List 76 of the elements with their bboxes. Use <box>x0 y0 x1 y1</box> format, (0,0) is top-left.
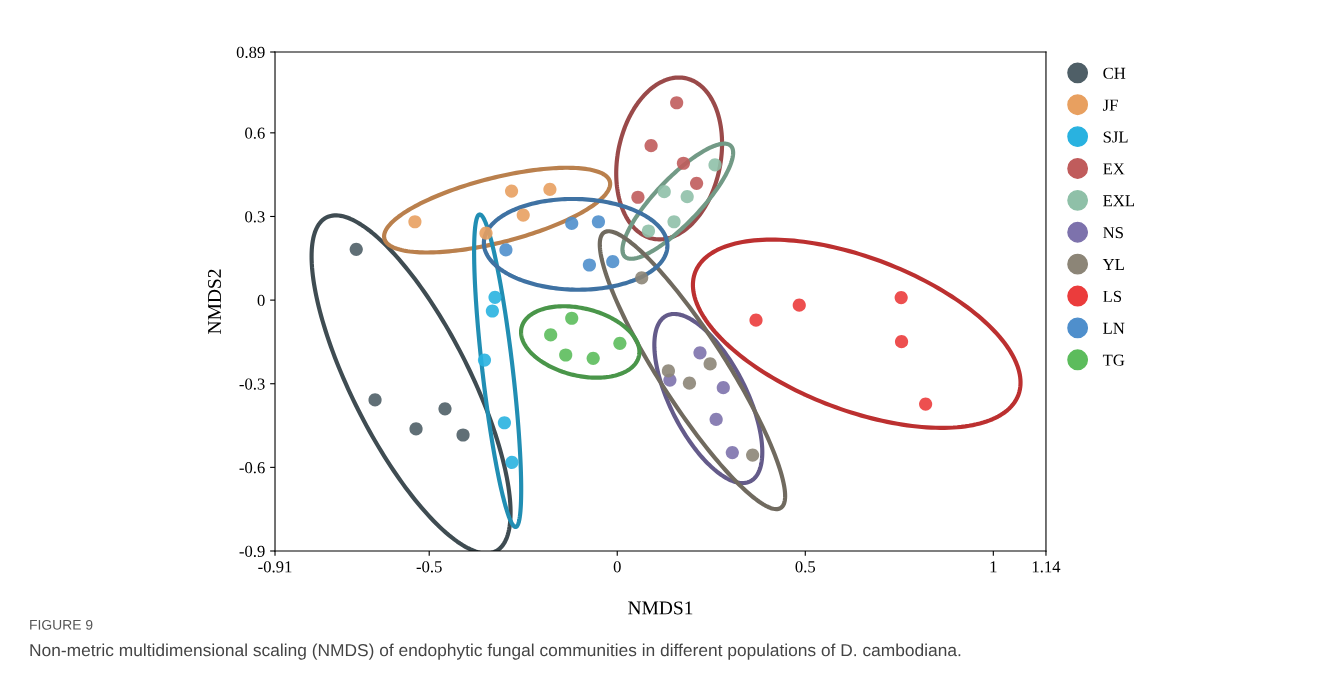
point <box>606 255 620 269</box>
point <box>582 258 596 272</box>
point <box>703 357 717 371</box>
legend-label: TG <box>1102 354 1125 366</box>
point <box>477 353 492 367</box>
y-tick-label: 0 <box>257 294 265 307</box>
caption: FIGURE 9 <box>30 619 93 630</box>
x-tick-label: 0 <box>613 561 621 573</box>
point <box>408 215 422 229</box>
point <box>504 184 519 198</box>
point <box>409 422 423 436</box>
point <box>708 158 722 172</box>
point <box>349 242 363 256</box>
legend-label: YL <box>1102 259 1124 270</box>
point <box>670 96 684 110</box>
point <box>565 311 579 325</box>
y-tick-label: -0.6 <box>239 462 265 474</box>
point <box>919 397 933 411</box>
y-tick-label: 0.3 <box>245 211 265 223</box>
point <box>792 298 806 312</box>
point <box>559 348 573 362</box>
point <box>716 381 730 395</box>
point <box>641 224 656 238</box>
point <box>746 448 760 462</box>
text: Non-metric multidimensional scaling (NMDS) of endophytic fungal communities in different populations of D. cambodiana. <box>30 643 961 660</box>
legend-label: EXL <box>1103 195 1135 207</box>
point <box>497 416 512 430</box>
point <box>499 243 513 257</box>
y-tick-label: -0.9 <box>239 545 265 558</box>
point <box>676 156 691 170</box>
point <box>657 185 671 199</box>
x-tick-label: 0.5 <box>795 561 816 573</box>
point <box>690 176 704 190</box>
y-tick-label: 0.89 <box>236 46 265 59</box>
point <box>479 226 493 240</box>
legend-label: SJL <box>1103 131 1128 143</box>
point <box>368 393 382 407</box>
point <box>544 328 558 342</box>
point <box>456 428 470 442</box>
point <box>749 313 763 327</box>
point <box>693 346 707 360</box>
point <box>661 364 675 378</box>
point <box>516 208 530 222</box>
point <box>644 139 658 153</box>
legend-label: CH <box>1103 67 1126 79</box>
point <box>894 291 908 305</box>
point <box>894 335 909 349</box>
point <box>586 351 600 365</box>
x-axis-title: NMDS1 <box>628 601 693 615</box>
point <box>613 336 627 350</box>
y-axis-title: NMDS2 <box>207 269 222 334</box>
legend-label: LS <box>1103 290 1122 303</box>
point <box>667 215 681 229</box>
y-tick-label: -0.3 <box>239 378 265 390</box>
point <box>591 215 606 229</box>
x-tick-label: 1.14 <box>1032 561 1061 573</box>
legend-label: NS <box>1103 227 1123 239</box>
y-tick-label: 0.6 <box>245 127 265 139</box>
point <box>631 190 645 204</box>
x-tick-label: -0.5 <box>416 561 442 573</box>
point <box>635 271 649 285</box>
point <box>505 455 519 469</box>
point <box>682 376 697 390</box>
x-tick-label: 1 <box>990 561 997 573</box>
x-tick-label: -0.91 <box>258 561 292 573</box>
legend-label: EX <box>1103 163 1125 175</box>
point <box>438 402 452 416</box>
legend-label: LN <box>1103 322 1125 334</box>
point <box>709 412 723 427</box>
point <box>485 304 499 318</box>
point <box>488 290 502 304</box>
point <box>543 182 557 197</box>
point <box>680 190 694 204</box>
point <box>565 216 579 231</box>
legend-label: JF <box>1102 99 1118 111</box>
point <box>725 446 739 460</box>
